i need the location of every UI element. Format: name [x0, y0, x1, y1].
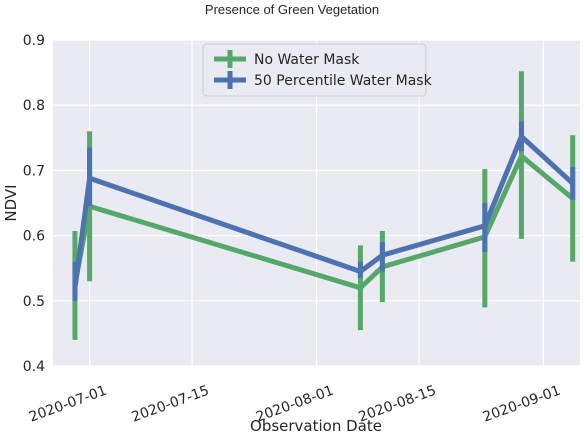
series-layer [72, 71, 576, 340]
data-point [482, 223, 488, 229]
data-point [357, 285, 363, 291]
x-axis-label: Observation Date [250, 417, 382, 435]
y-tick-label: 0.6 [23, 229, 45, 245]
data-point [87, 175, 93, 181]
data-point [518, 153, 524, 159]
data-point [72, 285, 78, 291]
y-tick-label: 0.5 [23, 294, 45, 310]
y-tick-label: 0.8 [23, 98, 45, 114]
y-tick-label: 0.4 [23, 359, 45, 375]
legend-label: 50 Percentile Water Mask [254, 73, 433, 89]
data-point [570, 180, 576, 186]
series-2 [72, 121, 576, 301]
data-point [357, 268, 363, 274]
chart-title: Presence of Green Vegetation [205, 2, 379, 17]
data-point [379, 252, 385, 258]
x-tick-label: 2020-07-01 [27, 383, 109, 426]
y-axis-label: NDVI [2, 184, 20, 221]
legend-label: No Water Mask [254, 52, 360, 68]
x-tick-label: 2020-09-01 [481, 383, 563, 426]
y-tick-label: 0.7 [23, 163, 45, 179]
legend-box [202, 43, 427, 97]
legend: No Water Mask 50 Percentile Water Mask [202, 43, 433, 97]
y-tick-label: 0.9 [23, 33, 45, 49]
x-tick-label: 2020-07-15 [129, 383, 211, 426]
data-point [518, 133, 524, 139]
